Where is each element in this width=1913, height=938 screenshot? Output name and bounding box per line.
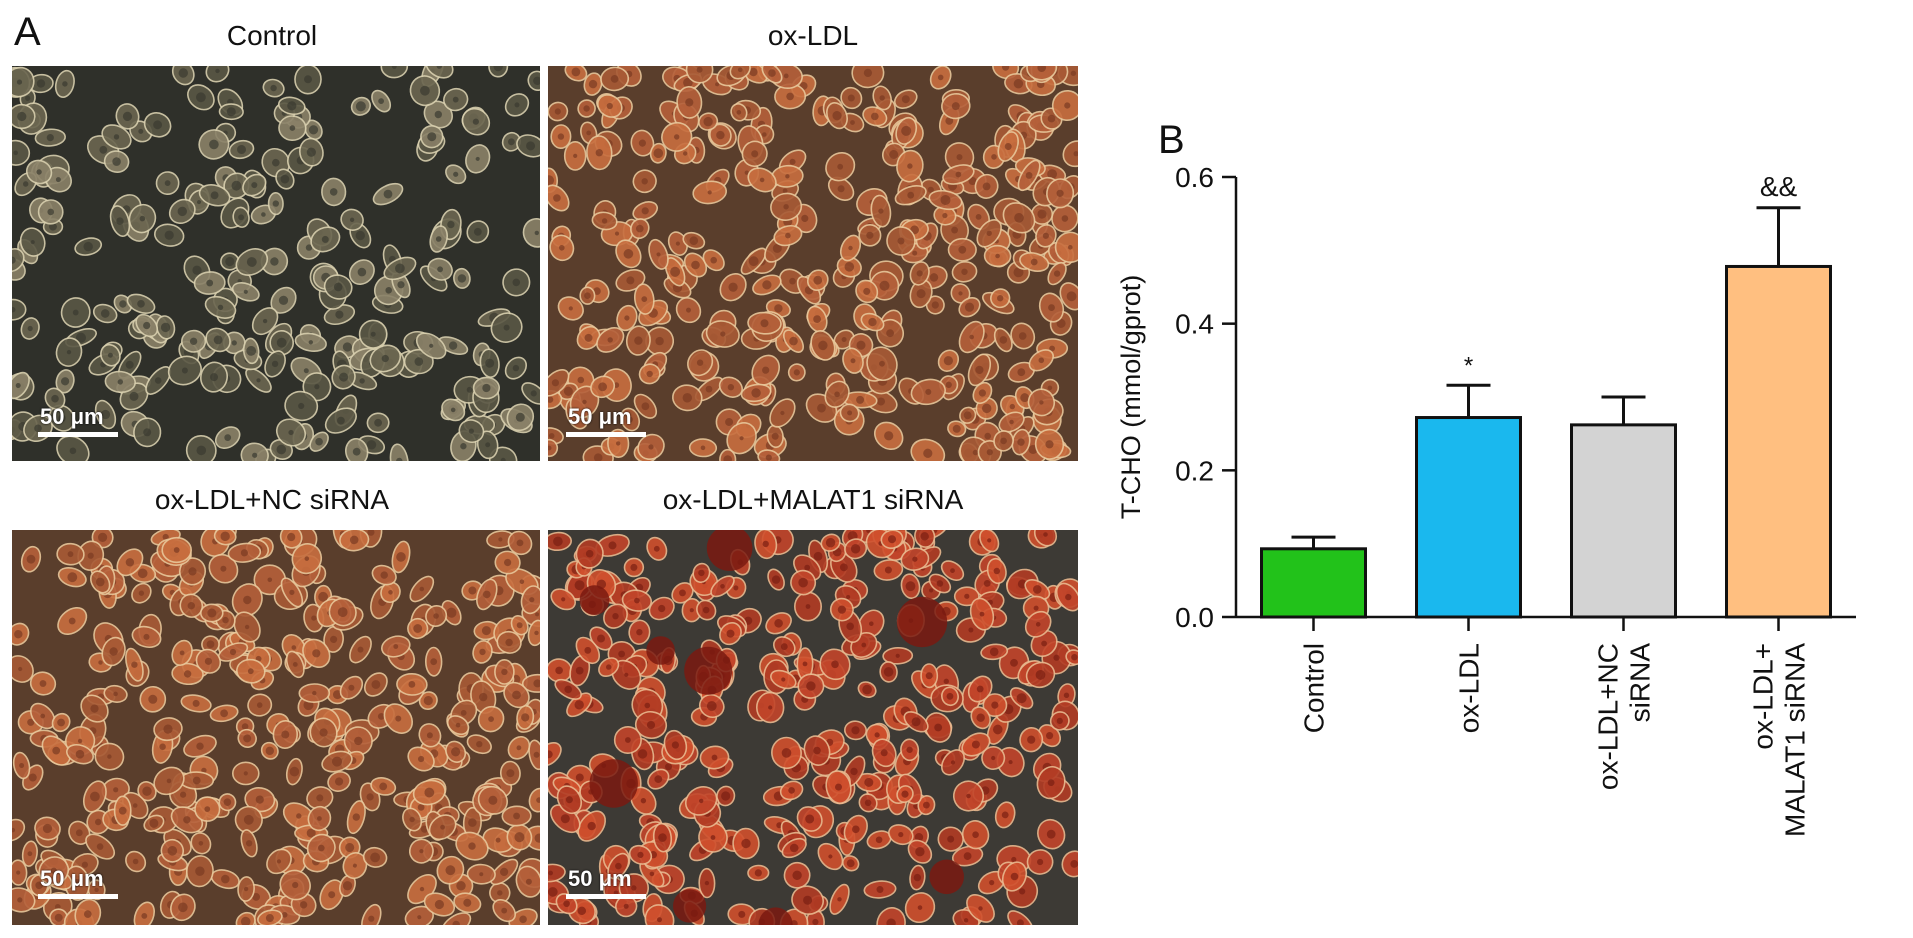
x-tick-label-2-line-0: ox-LDL+NC <box>1593 643 1624 790</box>
panel-a-letter: A <box>14 10 41 54</box>
image-title-ox-ldl: ox-LDL <box>767 20 859 51</box>
bar-chart: 0.0 0.2 0.4 0.6 T-CHO (mmol/gprot) Control * ox… <box>1120 162 1856 837</box>
scale-bar-label-ox-ldl-malat1-sirna: 50 μm <box>568 866 632 891</box>
micrograph-control <box>12 66 540 461</box>
bar-1 <box>1415 416 1522 619</box>
y-tick-label-0: 0.0 <box>1175 602 1214 633</box>
micrograph-ox-ldl <box>548 66 1078 461</box>
scale-bar-ox-ldl <box>566 432 646 437</box>
scale-bar-label-control: 50 μm <box>40 404 104 429</box>
scale-bar-ox-ldl-malat1-sirna <box>566 894 646 899</box>
significance-label-1: * <box>1464 352 1473 379</box>
scale-bar-label-ox-ldl-nc-sirna: 50 μm <box>40 866 104 891</box>
x-tick-label-1: ox-LDL <box>1454 643 1485 733</box>
significance-label-3: && <box>1760 171 1798 202</box>
y-tick-label-3: 0.6 <box>1175 162 1214 193</box>
scale-bar-ox-ldl-nc-sirna <box>38 894 118 899</box>
y-tick-label-1: 0.2 <box>1175 455 1214 486</box>
x-tick-label-0: Control <box>1299 643 1330 733</box>
y-axis-label: T-CHO (mmol/gprot) <box>1120 275 1146 520</box>
bar-0 <box>1260 547 1367 619</box>
panel-b-letter: B <box>1158 118 1185 162</box>
y-tick-label-2: 0.4 <box>1175 309 1214 340</box>
micrograph-ox-ldl-malat1-sirna <box>548 530 1078 925</box>
bar-3 <box>1725 264 1832 619</box>
x-tick-label-2-line-1: siRNA <box>1625 643 1656 723</box>
x-tick-label-3-line-0: ox-LDL+ <box>1748 643 1779 750</box>
image-title-control: Control <box>226 20 318 51</box>
x-tick-label-3-line-1: MALAT1 siRNA <box>1780 643 1811 837</box>
micrograph-ox-ldl-nc-sirna <box>12 530 540 925</box>
image-title-ox-ldl-nc-sirna: ox-LDL+NC siRNA <box>154 484 390 515</box>
scale-bar-label-ox-ldl: 50 μm <box>568 404 632 429</box>
bar-2 <box>1570 423 1677 619</box>
image-title-ox-ldl-malat1-sirna: ox-LDL+MALAT1 siRNA <box>662 484 964 515</box>
scale-bar-control <box>38 432 118 437</box>
